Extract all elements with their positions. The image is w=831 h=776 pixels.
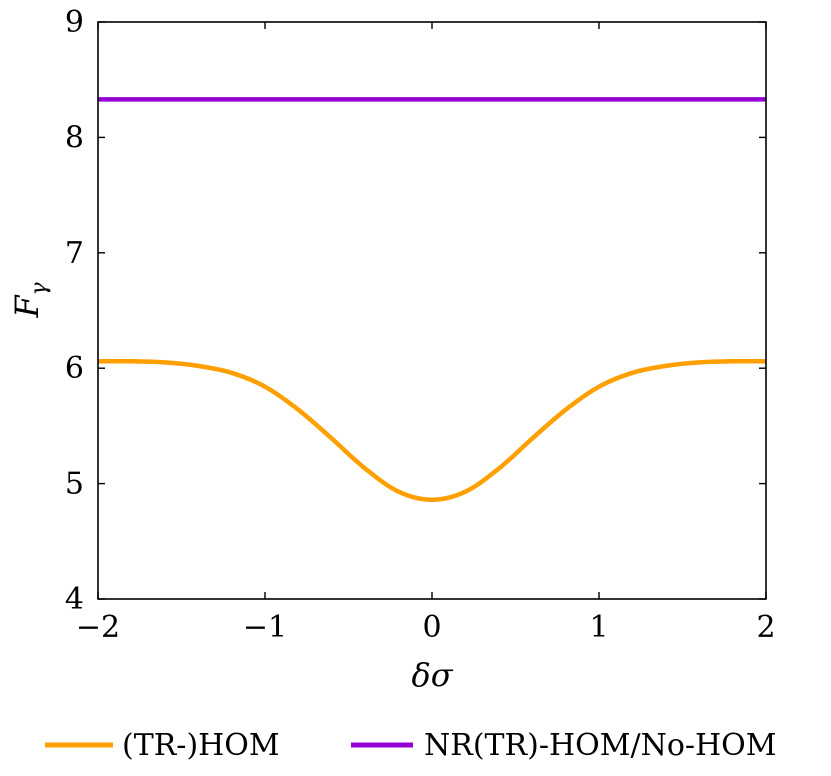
y-axis-label-subscript: γ bbox=[27, 281, 52, 295]
y-tick-label: 5 bbox=[65, 467, 84, 502]
plot-content bbox=[97, 97, 767, 503]
x-tick-label: 0 bbox=[422, 610, 441, 645]
y-tick-label: 4 bbox=[65, 582, 84, 617]
y-tick-label: 9 bbox=[65, 5, 84, 40]
y-axis-label: Fγ bbox=[8, 281, 52, 318]
plot-frame bbox=[97, 21, 767, 600]
x-tick-label: −2 bbox=[76, 610, 120, 645]
y-tick-label: 6 bbox=[65, 351, 84, 386]
x-tick-label: 2 bbox=[756, 610, 775, 645]
y-tick-label: 7 bbox=[65, 236, 84, 271]
legend-label-nr-tr-hom: NR(TR)-HOM/No-HOM bbox=[424, 728, 777, 763]
x-axis-label: δσ bbox=[411, 656, 453, 694]
x-tick-label: −1 bbox=[243, 610, 287, 645]
legend: (TR-)HOM NR(TR)-HOM/No-HOM bbox=[45, 728, 777, 763]
svg-text:Fγ: Fγ bbox=[8, 281, 52, 318]
axis-ticks: −2 −1 0 1 2 4 5 6 7 8 9 bbox=[65, 5, 776, 645]
y-axis-label-main: F bbox=[8, 294, 46, 319]
legend-label-tr-hom: (TR-)HOM bbox=[122, 728, 280, 763]
x-tick-label: 1 bbox=[589, 610, 608, 645]
y-tick-label: 8 bbox=[65, 120, 84, 155]
series-line-tr-hom bbox=[97, 358, 767, 503]
